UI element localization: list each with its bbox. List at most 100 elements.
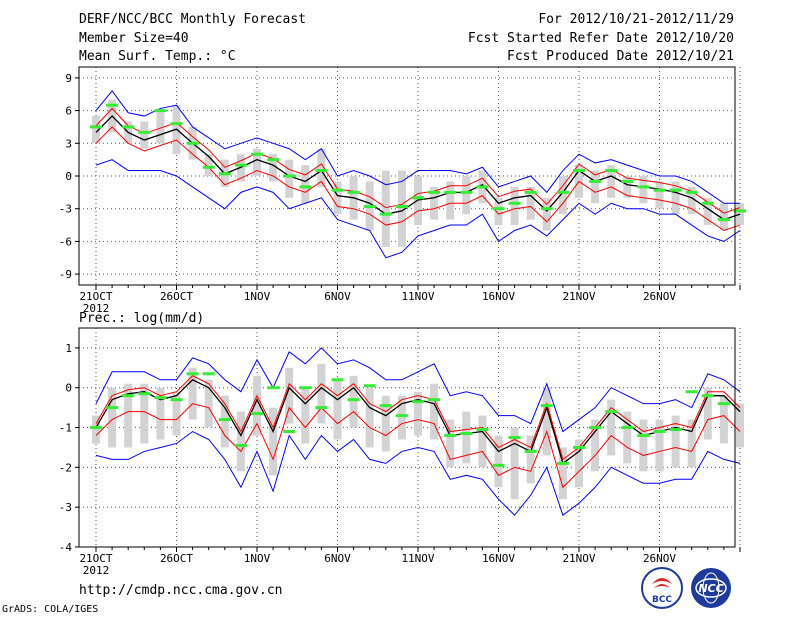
observed-marker [186, 141, 199, 145]
spread-box [558, 447, 567, 500]
spread-box [623, 176, 632, 198]
year-label: 2012 [83, 302, 110, 315]
source-url[interactable]: http://cmdp.ncc.cma.gov.cn [79, 583, 283, 598]
spread-box [414, 391, 422, 436]
observed-marker [267, 386, 280, 390]
year-label: 2012 [83, 564, 110, 577]
x-tick-label: 26OCT [160, 552, 193, 565]
forecast-produced-date: Fcst Produced Date 2012/10/21 [507, 49, 734, 64]
x-tick-label: 26NOV [643, 290, 676, 303]
observed-marker [685, 190, 698, 194]
spread-box [269, 407, 278, 476]
spread-box [494, 197, 503, 226]
spread-box [140, 383, 149, 444]
spread-box [381, 395, 390, 452]
observed-marker [218, 172, 231, 176]
observed-marker [122, 125, 135, 129]
spread-box [591, 419, 600, 472]
observed-marker [170, 122, 183, 126]
observed-marker [412, 400, 424, 404]
observed-marker [428, 190, 441, 194]
spread-box [317, 363, 326, 424]
spread-box [607, 399, 616, 456]
upper-spread-line [95, 375, 741, 461]
upper-envelope-line [95, 347, 741, 433]
x-tick-label: 16NOV [482, 290, 515, 303]
observed-marker [701, 201, 714, 205]
spread-box [607, 165, 616, 198]
spread-box [446, 419, 455, 468]
y-tick-label: -3 [59, 203, 72, 216]
y-tick-label: -4 [59, 541, 73, 554]
spread-box [575, 439, 583, 488]
x-tick-label: 6NOV [324, 552, 351, 565]
spread-box [301, 165, 310, 204]
spread-box [253, 148, 261, 176]
observed-marker [90, 125, 102, 129]
observed-marker [476, 185, 489, 189]
x-tick-label: 26NOV [643, 552, 676, 565]
observed-marker [492, 207, 505, 211]
observed-marker [379, 404, 392, 408]
y-tick-label: -1 [59, 422, 72, 435]
spread-box [526, 186, 535, 220]
spread-box [156, 110, 165, 144]
spread-box [655, 419, 664, 472]
y-tick-label: -6 [59, 235, 72, 248]
observed-marker [90, 426, 102, 430]
observed-marker [540, 207, 553, 211]
observed-marker [379, 212, 392, 216]
observed-marker [717, 218, 730, 222]
observed-marker [573, 169, 585, 173]
observed-marker [540, 404, 553, 408]
observed-marker [331, 378, 344, 382]
observed-marker [508, 436, 521, 439]
observed-marker [251, 412, 263, 416]
observed-marker [589, 179, 602, 183]
observed-marker [685, 390, 698, 394]
y-tick-label: -2 [59, 461, 72, 474]
spread-box [253, 375, 261, 436]
spread-box [510, 186, 519, 226]
spread-box [220, 395, 229, 448]
observed-marker [637, 434, 650, 438]
spread-box [703, 197, 712, 226]
spread-box [397, 395, 406, 440]
observed-marker [444, 434, 457, 438]
y-tick-label: 6 [65, 105, 72, 118]
observed-marker [106, 103, 119, 107]
observed-marker [717, 402, 730, 406]
spread-box [558, 176, 567, 215]
observed-marker [637, 185, 650, 189]
observed-marker [138, 392, 151, 396]
spread-box [92, 116, 100, 144]
spread-box [687, 186, 696, 215]
spread-box [736, 403, 744, 448]
plot-frame [78, 327, 736, 548]
upper-envelope-line [95, 90, 740, 204]
spread-box [301, 387, 310, 444]
spread-box [317, 148, 326, 187]
observed-marker [315, 406, 328, 410]
spread-box [124, 383, 133, 448]
temperature-panel: 9 6 3 0 -3 -6 -9 21OCT 26OCT 1NOV 6NOV 11NOV 16NOV 21… [59, 66, 746, 315]
observed-marker [234, 443, 247, 447]
variable-label-precipitation: Prec.: log(mm/d) [79, 311, 205, 326]
spread-box [285, 159, 294, 198]
observed-marker [106, 406, 119, 410]
spread-box [446, 181, 455, 220]
y-tick-label: 0 [65, 170, 72, 183]
spread-box [92, 415, 100, 444]
observed-marker [331, 188, 344, 192]
x-tick-label: 11NOV [401, 290, 434, 303]
spread-box [462, 176, 471, 215]
ncc-logo: NCC [691, 568, 731, 608]
x-tick-label: 21NOV [562, 552, 595, 565]
spread-box [430, 383, 439, 440]
observed-marker [621, 426, 634, 430]
y-tick-label: -9 [59, 268, 72, 281]
observed-marker [218, 418, 231, 422]
observed-marker [154, 396, 167, 400]
ensemble-mean-line [95, 115, 741, 221]
